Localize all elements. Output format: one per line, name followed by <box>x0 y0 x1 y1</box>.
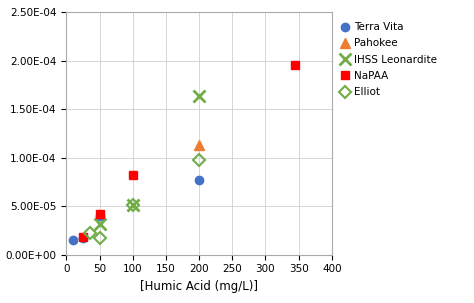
Line: IHSS Leonardite: IHSS Leonardite <box>94 91 205 230</box>
Line: NaPAA: NaPAA <box>79 61 300 241</box>
Elliot <box>196 159 202 162</box>
Terra Vita <box>70 238 76 242</box>
IHSS Leonardite <box>196 95 202 98</box>
Terra Vita <box>196 178 202 182</box>
Elliot <box>130 203 136 207</box>
NaPAA <box>80 235 86 239</box>
Elliot <box>87 231 92 235</box>
NaPAA <box>97 212 102 216</box>
IHSS Leonardite <box>97 223 102 226</box>
IHSS Leonardite <box>130 203 136 207</box>
Terra Vita <box>97 214 102 218</box>
X-axis label: [Humic Acid (mg/L)]: [Humic Acid (mg/L)] <box>140 280 258 293</box>
NaPAA <box>130 173 136 177</box>
Terra Vita <box>80 236 86 240</box>
Line: Terra Vita: Terra Vita <box>69 176 203 244</box>
NaPAA <box>292 64 298 67</box>
Line: Elliot: Elliot <box>85 156 203 242</box>
Legend: Terra Vita, Pahokee, IHSS Leonardite, NaPAA, Elliot: Terra Vita, Pahokee, IHSS Leonardite, Na… <box>340 22 437 97</box>
Elliot <box>97 236 102 240</box>
